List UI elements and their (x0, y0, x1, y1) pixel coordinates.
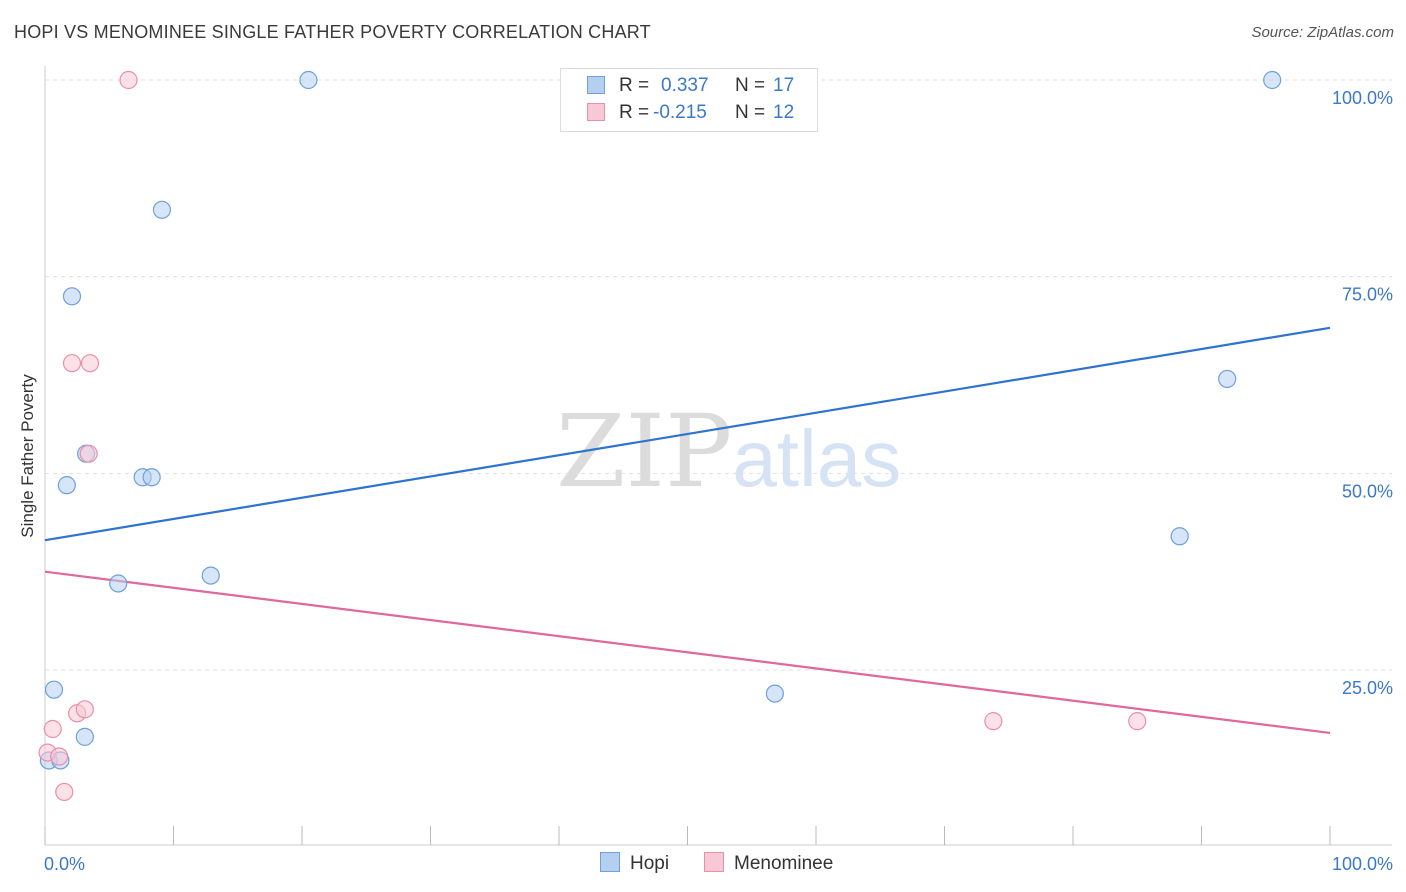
point-menominee (75, 700, 94, 719)
point-menominee (50, 747, 69, 766)
bottom-legend-menominee: Menominee (704, 852, 833, 875)
chart-source: Source: ZipAtlas.com (1251, 24, 1394, 41)
axes (44, 66, 1392, 846)
legend-n-value: 17 (773, 75, 795, 96)
x-tick-label-max: 100.0% (1332, 854, 1393, 874)
point-hopi (109, 574, 128, 593)
legend-r-value: 0.337 (661, 75, 709, 96)
legend-r-label: R = (619, 102, 650, 123)
point-hopi (44, 680, 64, 699)
bottom-legend-hopi: Hopi (600, 852, 669, 875)
point-hopi (1263, 70, 1282, 90)
tick-labels: 25.0% 50.0% 75.0% 100.0% 0.0% 100.0% (44, 88, 1393, 874)
point-menominee (119, 70, 138, 90)
grid (45, 79, 1392, 671)
trend-line-hopi (44, 326, 1331, 542)
point-hopi (299, 70, 318, 90)
trend-lines (44, 326, 1331, 735)
legend-r-value: -0.215 (653, 102, 707, 123)
point-menominee (1128, 712, 1147, 731)
point-menominee (984, 712, 1003, 731)
legend-n-label: N = (735, 102, 766, 123)
point-hopi (765, 684, 784, 703)
point-hopi (142, 468, 161, 487)
point-menominee (55, 782, 74, 802)
point-menominee (43, 719, 62, 739)
legend-n-value: 12 (773, 102, 795, 123)
legend-n-label: N = (735, 75, 766, 96)
bottom-legend-swatch-menominee (704, 852, 724, 872)
point-hopi (75, 727, 94, 746)
point-hopi (201, 566, 220, 585)
x-tick-label-min: 0.0% (44, 854, 85, 874)
legend-swatch-menominee (587, 103, 605, 121)
chart-title: HOPI VS MENOMINEE SINGLE FATHER POVERTY … (14, 22, 651, 42)
bottom-legend-label-menominee: Menominee (734, 853, 834, 874)
bottom-legend-label-hopi: Hopi (630, 853, 670, 874)
y-tick-label: 100.0% (1332, 88, 1393, 108)
legend-swatch-hopi (587, 76, 605, 94)
point-hopi (1170, 527, 1189, 546)
point-menominee (79, 444, 98, 463)
legend: R = 0.337 N = 17 R = -0.215 N = 12 (560, 68, 818, 132)
watermark-atlas: atlas (732, 414, 902, 503)
bottom-legend-swatch-hopi (600, 852, 620, 872)
data-points (38, 70, 1282, 802)
point-menominee (80, 354, 100, 373)
trend-line-menominee (44, 570, 1331, 735)
legend-r-label: R = (619, 75, 650, 96)
y-tick-label: 25.0% (1342, 678, 1393, 698)
y-tick-label: 50.0% (1342, 481, 1393, 501)
point-hopi (57, 476, 76, 495)
point-menominee (62, 354, 82, 373)
point-hopi (152, 200, 172, 219)
point-hopi (62, 287, 82, 306)
point-hopi (1218, 369, 1237, 389)
y-tick-label: 75.0% (1342, 285, 1393, 305)
